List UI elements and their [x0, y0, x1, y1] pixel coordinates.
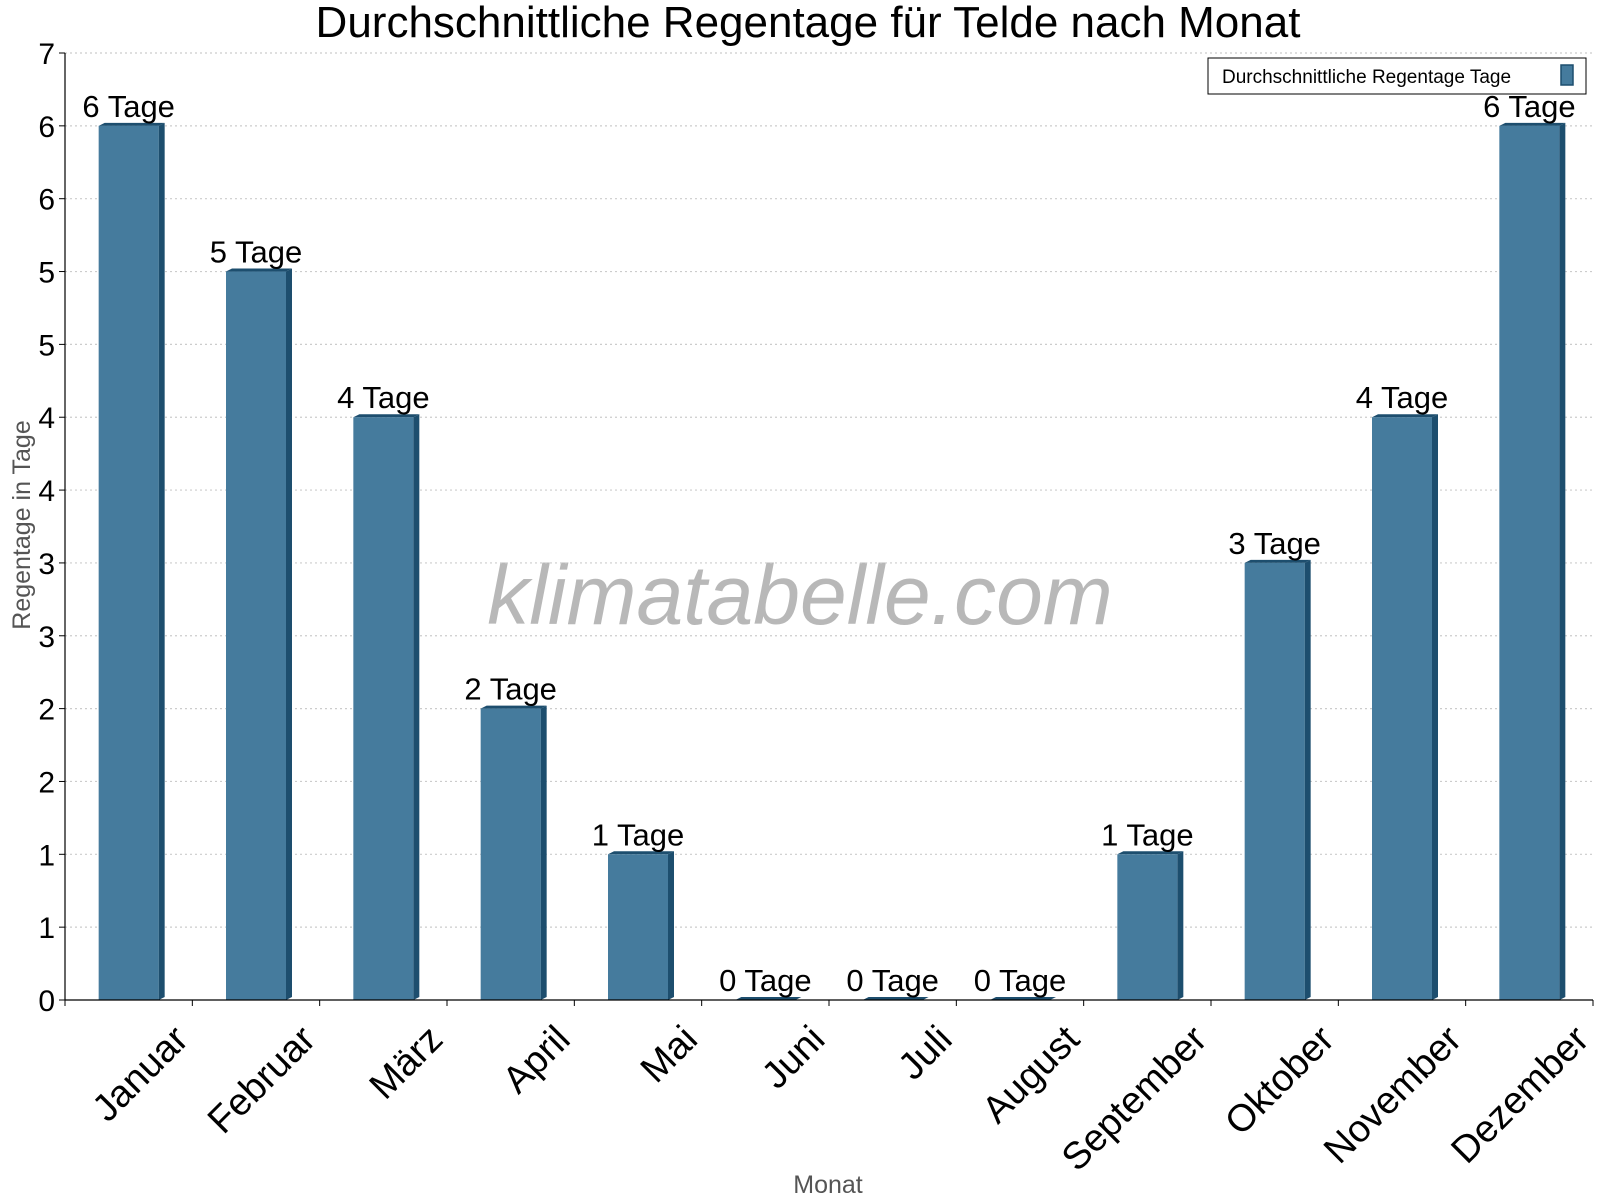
bar-top: [1372, 414, 1438, 418]
y-tick-label: 0: [38, 985, 55, 1018]
bar-front: [353, 417, 414, 1000]
bar: [1499, 122, 1566, 1001]
bar-top: [1117, 851, 1184, 855]
bar-front: [1499, 125, 1560, 1001]
bar-side: [1177, 851, 1184, 1000]
x-tick-label: März: [362, 1018, 451, 1107]
y-tick-label: 5: [38, 257, 55, 290]
data-label: 3 Tage: [1228, 526, 1321, 561]
bar: [353, 414, 420, 1000]
legend: Durchschnittliche Regentage Tage: [1207, 57, 1587, 95]
data-label: 6 Tage: [82, 89, 175, 124]
bar-side: [1304, 559, 1311, 1000]
y-tick-label: 7: [38, 38, 55, 71]
chart-title: Durchschnittliche Regentage für Telde na…: [316, 0, 1301, 47]
bar-front: [480, 708, 541, 1000]
x-tick-label: November: [1316, 1018, 1470, 1172]
bar-side: [540, 705, 547, 1000]
bar-top: [990, 997, 1056, 1000]
y-tick-label: 3: [38, 548, 55, 581]
x-tick-label: August: [975, 1018, 1089, 1132]
data-label: 1 Tage: [1101, 817, 1194, 852]
y-tick-label: 4: [38, 475, 55, 508]
bar: [608, 851, 674, 1000]
bar-side: [1432, 414, 1438, 1000]
data-label: 0 Tage: [974, 963, 1067, 998]
data-label: 0 Tage: [719, 963, 812, 998]
bar-side: [413, 414, 420, 1000]
bar: [1244, 559, 1311, 1000]
data-label: 5 Tage: [210, 235, 303, 270]
bar-side: [668, 851, 674, 1000]
y-tick-label: 5: [38, 329, 55, 362]
data-label: 0 Tage: [846, 963, 939, 998]
data-label: 4 Tage: [1356, 380, 1449, 415]
bar-top: [608, 851, 674, 855]
x-tick-label: Februar: [200, 1018, 324, 1142]
bar: [862, 997, 929, 1000]
x-tick-label: Juni: [754, 1018, 833, 1097]
y-tick-label: 2: [38, 694, 55, 727]
watermark-text: klimatabelle.com: [487, 548, 1113, 642]
y-tick-label: 6: [38, 111, 55, 144]
legend-swatch: [1560, 64, 1574, 86]
bar-top: [480, 705, 547, 709]
x-tick-label: Januar: [85, 1018, 197, 1130]
data-label: 1 Tage: [592, 817, 685, 852]
bars: [98, 122, 1566, 1001]
bar: [226, 268, 292, 1000]
bar: [1117, 851, 1184, 1000]
bar-side: [286, 268, 292, 1000]
bar: [98, 122, 165, 1001]
bar-top: [353, 414, 420, 418]
x-axis-title: Monat: [793, 1171, 863, 1199]
y-tick-label: 6: [38, 184, 55, 217]
data-label: 6 Tage: [1483, 89, 1576, 124]
bar-top: [226, 268, 292, 272]
bar-front: [608, 854, 668, 1000]
x-tick-label: Dezember: [1444, 1018, 1598, 1172]
bar: [480, 705, 547, 1000]
x-tick-label: April: [495, 1018, 578, 1101]
bar-top: [98, 122, 165, 126]
x-tick-label: Juli: [891, 1018, 961, 1088]
bar-front: [98, 125, 159, 1001]
legend-box: [1207, 57, 1587, 95]
data-label: 2 Tage: [464, 672, 557, 707]
bar-front: [226, 271, 286, 1000]
bar-top: [1244, 559, 1311, 563]
bar-front: [1117, 854, 1178, 1000]
x-tick-label: Mai: [633, 1018, 706, 1091]
bar-top: [735, 997, 802, 1000]
bar-top: [862, 997, 929, 1000]
bar-front: [1372, 417, 1432, 1000]
data-labels: 6 Tage 5 Tage 4 Tage 2 Tage 1 Tage 0 Tage 0 Ta…: [82, 89, 1575, 998]
bar-top: [1499, 122, 1566, 126]
y-tick-label: 3: [38, 621, 55, 654]
bar: [1372, 414, 1438, 1000]
bar-side: [1559, 122, 1566, 1001]
bar-front: [1244, 562, 1305, 1000]
y-tick-label: 1: [38, 912, 55, 945]
data-label: 4 Tage: [337, 380, 430, 415]
bar-side: [158, 122, 165, 1001]
y-tick-label: 1: [38, 839, 55, 872]
grid-lines: [65, 52, 1593, 928]
y-tick-label: 2: [38, 766, 55, 799]
legend-label: Durchschnittliche Regentage Tage: [1222, 67, 1511, 88]
y-axis-title: Regentage in Tage: [8, 420, 36, 629]
bar: [735, 997, 802, 1000]
bar: [990, 997, 1056, 1000]
y-tick-label: 4: [38, 402, 55, 435]
x-tick-label: Oktober: [1217, 1018, 1343, 1144]
